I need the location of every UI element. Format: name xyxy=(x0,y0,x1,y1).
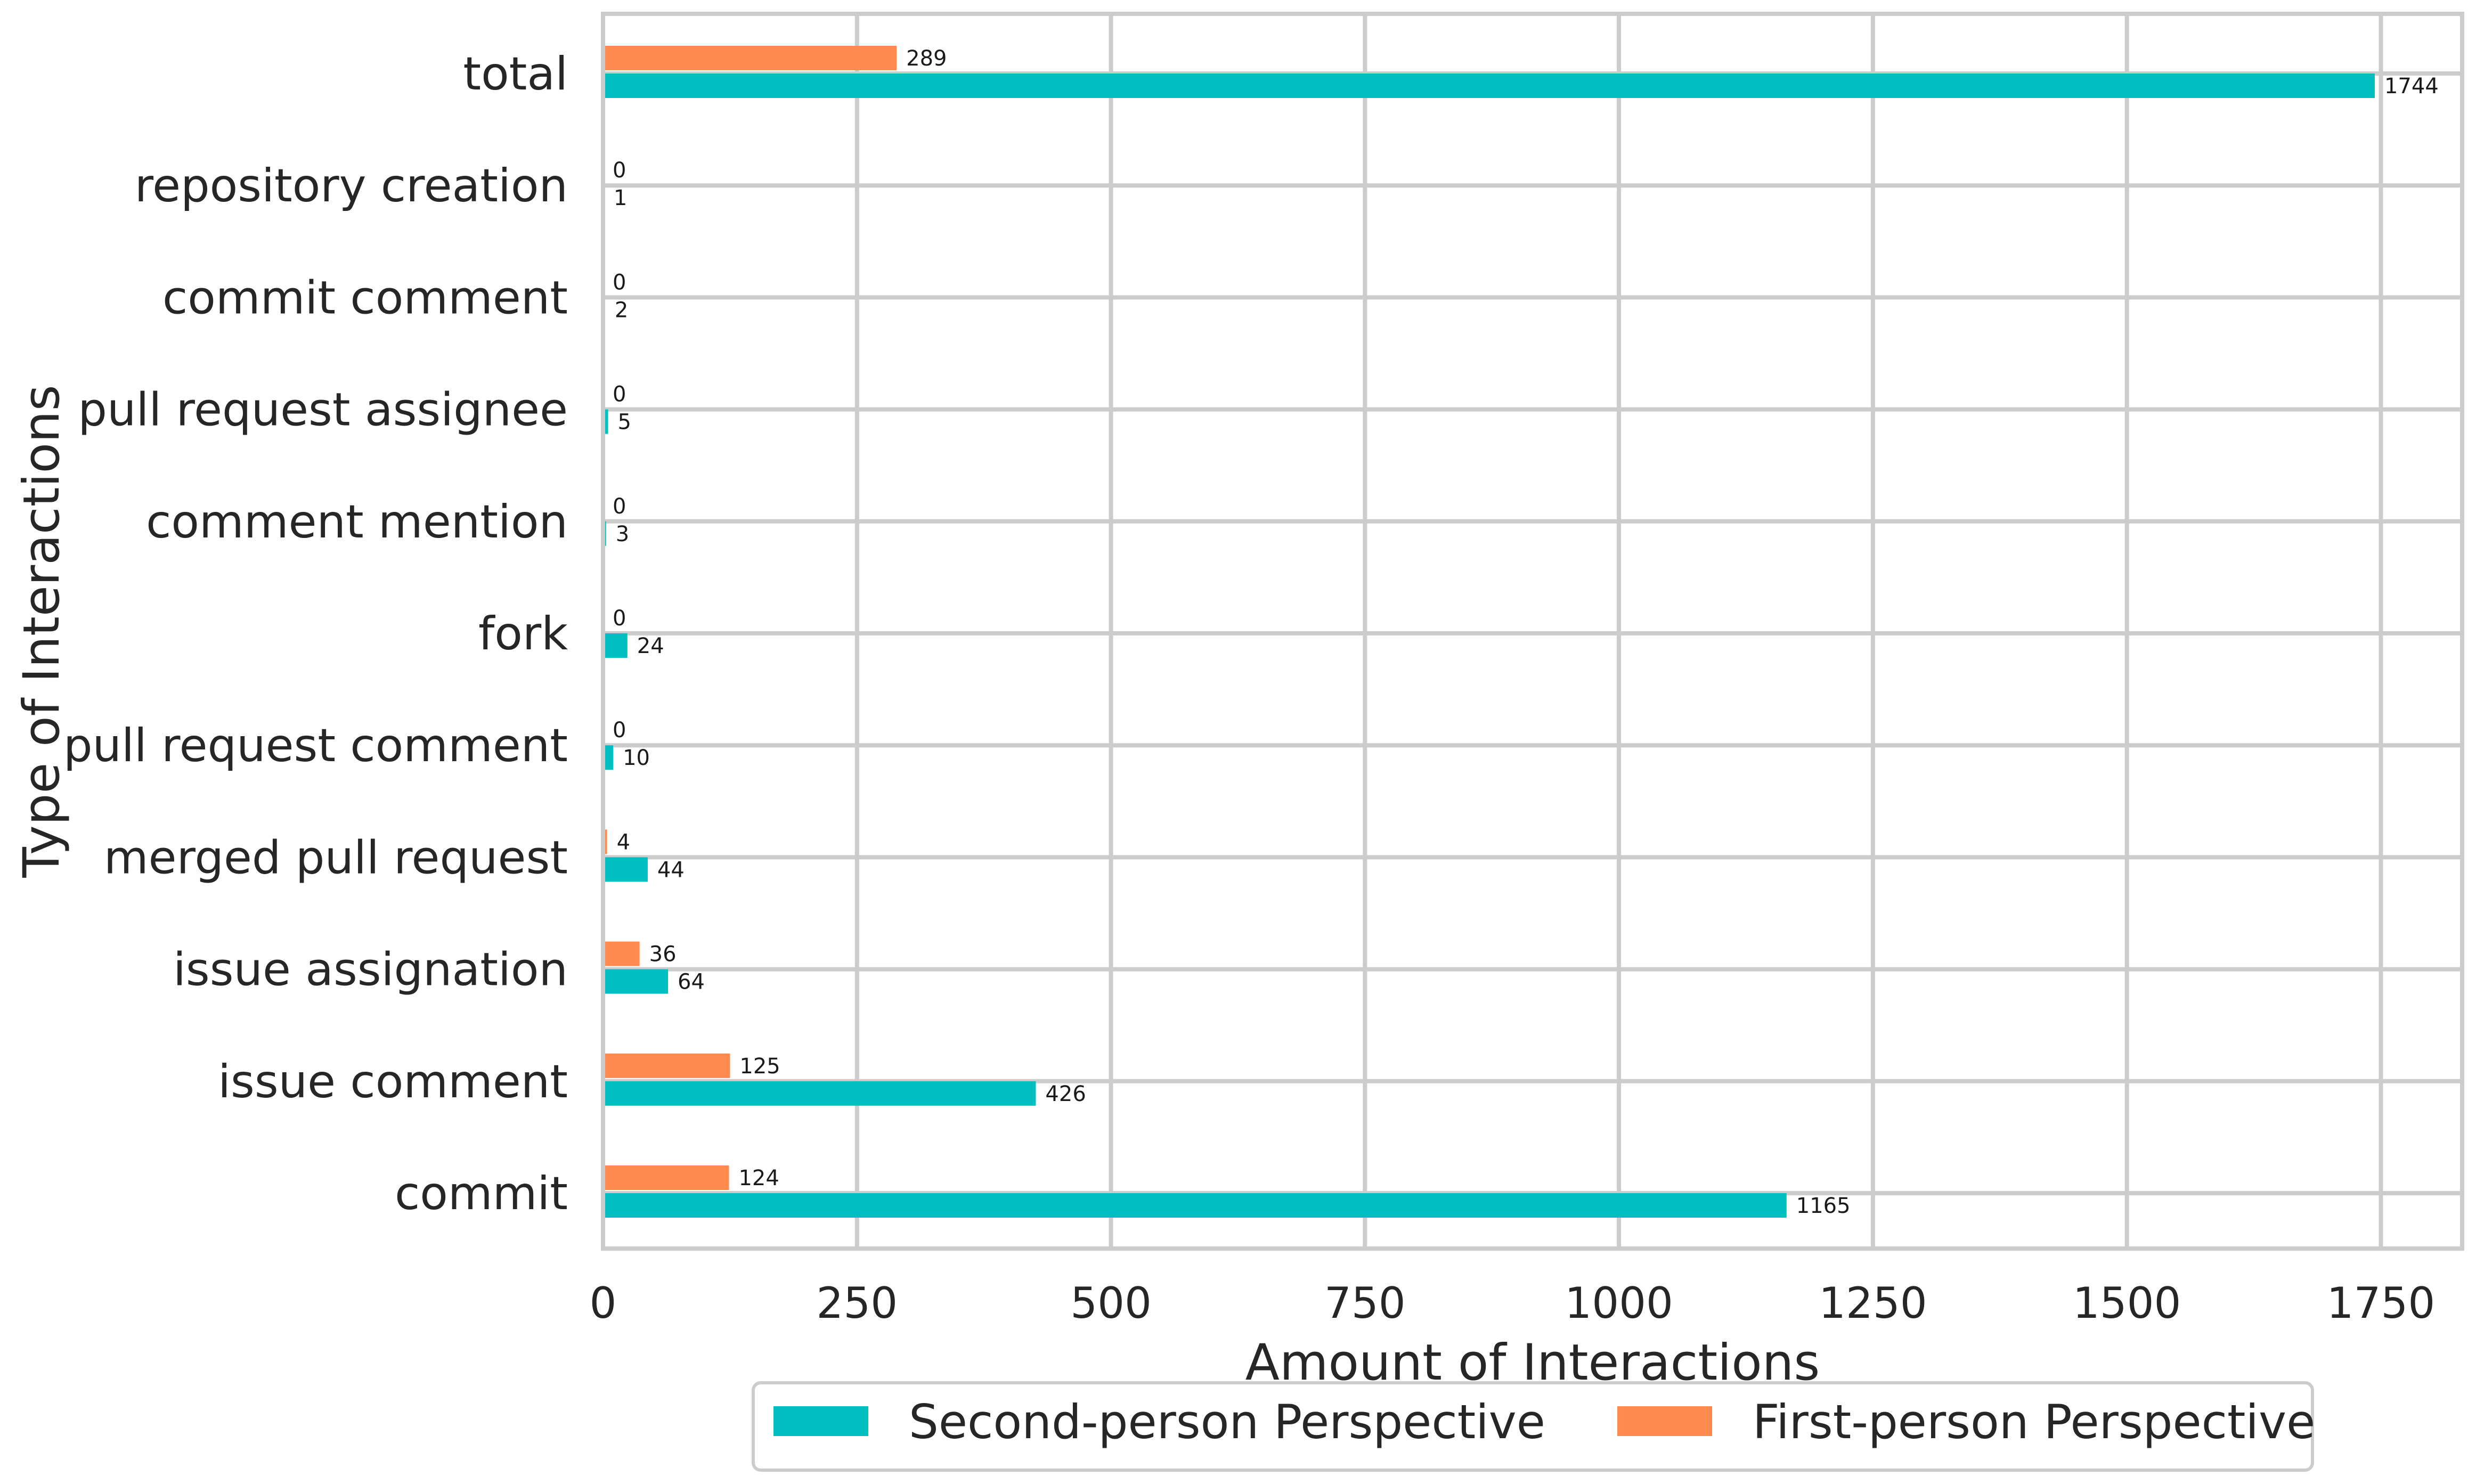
bar-first-person-perspective-commit xyxy=(603,1165,729,1190)
x-tick-label: 1500 xyxy=(2073,1278,2181,1328)
bar-second-person-perspective-commit xyxy=(603,1193,1787,1218)
bars xyxy=(603,46,2375,1218)
value-label-second-person-perspective-fork: 24 xyxy=(637,634,664,658)
legend-label-second-person-perspective: Second-person Perspective xyxy=(909,1395,1545,1449)
value-label-second-person-perspective-commit: 1165 xyxy=(1796,1194,1851,1218)
x-tick-label: 250 xyxy=(816,1278,898,1328)
plot-frame xyxy=(601,12,2464,1251)
x-tick-label: 1250 xyxy=(1819,1278,1927,1328)
bar-second-person-perspective-pull-request-assignee xyxy=(603,409,608,434)
value-label-second-person-perspective-issue-comment: 426 xyxy=(1045,1082,1086,1106)
x-tick-label: 750 xyxy=(1324,1278,1406,1328)
x-tick-label: 1000 xyxy=(1565,1278,1673,1328)
x-tick-label: 1750 xyxy=(2327,1278,2436,1328)
value-label-first-person-perspective-comment-mention: 0 xyxy=(613,494,626,519)
category-label-repository-creation: repository creation xyxy=(135,159,568,213)
y-axis-title: Type of Interactions xyxy=(13,385,71,878)
category-label-comment-mention: comment mention xyxy=(146,495,568,549)
category-label-fork: fork xyxy=(478,607,568,661)
bar-second-person-perspective-issue-assignation xyxy=(603,969,669,994)
value-label-second-person-perspective-commit-comment: 2 xyxy=(615,298,628,322)
bar-first-person-perspective-total xyxy=(603,46,897,70)
value-label-second-person-perspective-repository-creation: 1 xyxy=(614,186,627,210)
bar-first-person-perspective-issue-comment xyxy=(603,1053,730,1078)
legend-swatch-second-person-perspective xyxy=(773,1406,868,1436)
x-tick-labels: 0 250 500 750 1000 1250 1500 1750 xyxy=(590,1278,2436,1328)
bar-second-person-perspective-total xyxy=(603,74,2375,98)
value-label-second-person-perspective-pull-request-assignee: 5 xyxy=(618,410,631,435)
bar-second-person-perspective-pull-request-comment xyxy=(603,745,614,770)
bar-first-person-perspective-issue-assignation xyxy=(603,941,640,966)
category-label-commit-comment: commit comment xyxy=(162,271,568,324)
category-label-merged-pull-request: merged pull request xyxy=(104,831,568,884)
x-tick-label: 0 xyxy=(590,1278,617,1328)
value-label-first-person-perspective-issue-assignation: 36 xyxy=(649,942,677,967)
value-label-second-person-perspective-merged-pull-request: 44 xyxy=(657,858,685,882)
value-label-first-person-perspective-repository-creation: 0 xyxy=(613,158,626,183)
value-label-second-person-perspective-comment-mention: 3 xyxy=(616,522,629,547)
bar-second-person-perspective-merged-pull-request xyxy=(603,857,648,882)
value-label-first-person-perspective-total: 289 xyxy=(906,46,947,71)
value-label-second-person-perspective-pull-request-comment: 10 xyxy=(623,746,650,770)
bar-second-person-perspective-issue-comment xyxy=(603,1081,1036,1106)
value-label-first-person-perspective-merged-pull-request: 4 xyxy=(617,830,630,854)
value-label-first-person-perspective-commit-comment: 0 xyxy=(613,270,626,295)
legend-label-first-person-perspective: First-person Perspective xyxy=(1753,1395,2315,1449)
legend: Second-person Perspective First-person Pe… xyxy=(752,1381,2315,1472)
grid-lines xyxy=(601,14,2462,1249)
category-label-pull-request-comment: pull request comment xyxy=(63,719,568,772)
bar-second-person-perspective-fork xyxy=(603,633,628,658)
category-label-commit: commit xyxy=(395,1167,568,1220)
value-labels: 2890000004361251241744125324104464426116… xyxy=(613,46,2439,1218)
value-label-first-person-perspective-pull-request-assignee: 0 xyxy=(613,382,626,407)
value-label-first-person-perspective-fork: 0 xyxy=(613,606,626,631)
category-label-issue-comment: issue comment xyxy=(218,1055,568,1108)
category-label-pull-request-assignee: pull request assignee xyxy=(78,384,568,437)
value-label-first-person-perspective-issue-comment: 125 xyxy=(739,1054,780,1079)
category-label-issue-assignation: issue assignation xyxy=(173,943,568,997)
category-labels: total repository creation commit comment pu… xyxy=(63,47,568,1220)
legend-box xyxy=(752,1381,2314,1472)
value-label-second-person-perspective-total: 1744 xyxy=(2384,74,2439,99)
x-tick-label: 500 xyxy=(1070,1278,1152,1328)
value-label-first-person-perspective-commit: 124 xyxy=(738,1166,779,1191)
value-label-second-person-perspective-issue-assignation: 64 xyxy=(678,970,705,994)
legend-swatch-first-person-perspective xyxy=(1617,1406,1712,1436)
value-label-first-person-perspective-pull-request-comment: 0 xyxy=(613,718,626,743)
category-label-total: total xyxy=(463,47,568,101)
